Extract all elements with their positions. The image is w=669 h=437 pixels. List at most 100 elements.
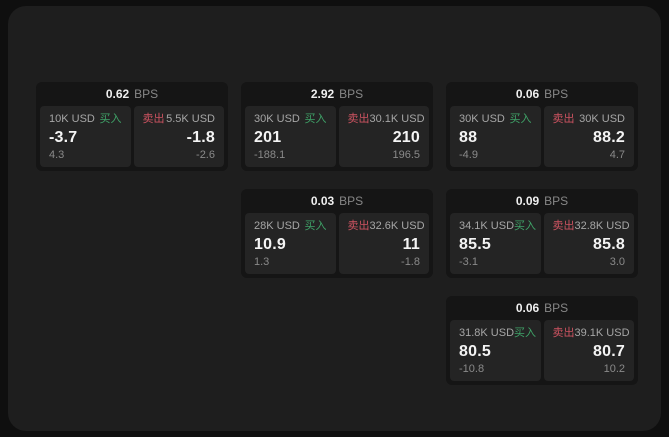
- spread-value: 0.62: [105, 87, 130, 101]
- buy-price: 85.5: [459, 235, 491, 253]
- spread-unit-label: BPS: [134, 87, 159, 101]
- sell-price: 88.2: [593, 128, 625, 146]
- sell-side-label: 卖出: [347, 113, 370, 125]
- quote-panels: 31.8K USD 买入 80.5 -10.8 卖出 39.1K USD 80.…: [446, 320, 638, 385]
- sell-change: 4.7: [609, 149, 625, 161]
- sell-change: 3.0: [609, 256, 625, 268]
- sell-change: -2.6: [196, 149, 215, 161]
- buy-quote-tile[interactable]: 28K USD 买入 10.9 1.3: [245, 213, 336, 274]
- sell-side-label: 卖出: [552, 113, 575, 125]
- buy-price: 201: [254, 128, 282, 146]
- buy-side-label: 买入: [509, 113, 532, 125]
- quote-card: 0.62 BPS 10K USD 买入 -3.7 4.3 卖出 5.5K USD: [36, 82, 228, 171]
- quote-card-grid: 0.62 BPS 10K USD 买入 -3.7 4.3 卖出 5.5K USD: [36, 82, 638, 385]
- spread-unit-label: BPS: [339, 194, 364, 208]
- sell-tile-top-row: 卖出 39.1K USD: [552, 327, 630, 339]
- spread-header: 0.03 BPS: [241, 189, 433, 213]
- buy-change: -188.1: [254, 149, 286, 161]
- buy-change: 4.3: [49, 149, 65, 161]
- quote-panels: 30K USD 买入 201 -188.1 卖出 30.1K USD 210 1…: [241, 106, 433, 171]
- spread-unit-label: BPS: [544, 87, 569, 101]
- spread-value: 0.09: [515, 194, 540, 208]
- buy-notional: 34.1K USD: [459, 220, 515, 232]
- sell-notional: 32.8K USD: [574, 220, 630, 232]
- sell-quote-tile[interactable]: 卖出 30K USD 88.2 4.7: [543, 106, 634, 167]
- buy-side-label: 买入: [514, 327, 537, 339]
- buy-tile-top-row: 34.1K USD 买入: [459, 220, 536, 232]
- spread-header: 0.06 BPS: [446, 82, 638, 106]
- spread-unit-label: BPS: [544, 194, 569, 208]
- buy-side-label: 买入: [99, 113, 122, 125]
- quote-panels: 10K USD 买入 -3.7 4.3 卖出 5.5K USD -1.8 -2.…: [36, 106, 228, 171]
- buy-change: -3.1: [459, 256, 478, 268]
- sell-quote-tile[interactable]: 卖出 32.6K USD 11 -1.8: [338, 213, 429, 274]
- quote-card: 0.03 BPS 28K USD 买入 10.9 1.3 卖出 32.6K US…: [241, 189, 433, 278]
- trading-widget-window: 0.62 BPS 10K USD 买入 -3.7 4.3 卖出 5.5K USD: [8, 6, 661, 431]
- quote-panels: 28K USD 买入 10.9 1.3 卖出 32.6K USD 11 -1.8: [241, 213, 433, 278]
- buy-notional: 30K USD: [254, 113, 300, 125]
- buy-change: 1.3: [254, 256, 270, 268]
- sell-change: -1.8: [401, 256, 420, 268]
- sell-notional: 32.6K USD: [369, 220, 425, 232]
- buy-notional: 10K USD: [49, 113, 95, 125]
- buy-quote-tile[interactable]: 31.8K USD 买入 80.5 -10.8: [450, 320, 541, 381]
- buy-tile-top-row: 30K USD 买入: [254, 113, 327, 125]
- sell-change: 10.2: [603, 363, 625, 375]
- sell-notional: 5.5K USD: [166, 113, 215, 125]
- buy-notional: 31.8K USD: [459, 327, 515, 339]
- buy-notional: 30K USD: [459, 113, 505, 125]
- quote-panels: 30K USD 买入 88 -4.9 卖出 30K USD 88.2 4.7: [446, 106, 638, 171]
- sell-quote-tile[interactable]: 卖出 39.1K USD 80.7 10.2: [543, 320, 634, 381]
- buy-price: -3.7: [49, 128, 78, 146]
- spread-header: 0.09 BPS: [446, 189, 638, 213]
- buy-side-label: 买入: [304, 113, 327, 125]
- spread-value: 0.06: [515, 301, 540, 315]
- sell-price: -1.8: [186, 128, 215, 146]
- spread-value: 2.92: [310, 87, 335, 101]
- sell-price: 210: [392, 128, 420, 146]
- sell-side-label: 卖出: [347, 220, 370, 232]
- sell-notional: 39.1K USD: [574, 327, 630, 339]
- buy-change: -10.8: [459, 363, 485, 375]
- buy-quote-tile[interactable]: 34.1K USD 买入 85.5 -3.1: [450, 213, 541, 274]
- buy-price: 10.9: [254, 235, 286, 253]
- buy-tile-top-row: 31.8K USD 买入: [459, 327, 536, 339]
- sell-quote-tile[interactable]: 卖出 30.1K USD 210 196.5: [338, 106, 429, 167]
- buy-side-label: 买入: [304, 220, 327, 232]
- quote-card: 0.06 BPS 31.8K USD 买入 80.5 -10.8 卖出 39.1…: [446, 296, 638, 385]
- buy-notional: 28K USD: [254, 220, 300, 232]
- quote-card: 0.06 BPS 30K USD 买入 88 -4.9 卖出 30K USD: [446, 82, 638, 171]
- spread-unit-label: BPS: [544, 301, 569, 315]
- sell-side-label: 卖出: [142, 113, 165, 125]
- spread-header: 0.06 BPS: [446, 296, 638, 320]
- sell-price: 11: [402, 235, 420, 253]
- buy-tile-top-row: 10K USD 买入: [49, 113, 122, 125]
- quote-panels: 34.1K USD 买入 85.5 -3.1 卖出 32.8K USD 85.8…: [446, 213, 638, 278]
- sell-side-label: 卖出: [552, 327, 575, 339]
- buy-price: 80.5: [459, 342, 491, 360]
- sell-side-label: 卖出: [552, 220, 575, 232]
- sell-price: 85.8: [593, 235, 625, 253]
- buy-tile-top-row: 28K USD 买入: [254, 220, 327, 232]
- buy-quote-tile[interactable]: 30K USD 买入 201 -188.1: [245, 106, 336, 167]
- buy-change: -4.9: [459, 149, 478, 161]
- sell-notional: 30K USD: [579, 113, 625, 125]
- spread-header: 0.62 BPS: [36, 82, 228, 106]
- sell-quote-tile[interactable]: 卖出 32.8K USD 85.8 3.0: [543, 213, 634, 274]
- quote-card: 0.09 BPS 34.1K USD 买入 85.5 -3.1 卖出 32.8K…: [446, 189, 638, 278]
- buy-quote-tile[interactable]: 30K USD 买入 88 -4.9: [450, 106, 541, 167]
- sell-tile-top-row: 卖出 30.1K USD: [347, 113, 425, 125]
- sell-tile-top-row: 卖出 30K USD: [553, 113, 626, 125]
- spread-value: 0.03: [310, 194, 335, 208]
- buy-quote-tile[interactable]: 10K USD 买入 -3.7 4.3: [40, 106, 131, 167]
- sell-notional: 30.1K USD: [369, 113, 425, 125]
- sell-quote-tile[interactable]: 卖出 5.5K USD -1.8 -2.6: [133, 106, 224, 167]
- sell-change: 196.5: [392, 149, 420, 161]
- buy-price: 88: [459, 128, 478, 146]
- sell-price: 80.7: [593, 342, 625, 360]
- spread-unit-label: BPS: [339, 87, 364, 101]
- quote-card: 2.92 BPS 30K USD 买入 201 -188.1 卖出 30.1K …: [241, 82, 433, 171]
- buy-tile-top-row: 30K USD 买入: [459, 113, 532, 125]
- sell-tile-top-row: 卖出 5.5K USD: [143, 113, 216, 125]
- buy-side-label: 买入: [514, 220, 537, 232]
